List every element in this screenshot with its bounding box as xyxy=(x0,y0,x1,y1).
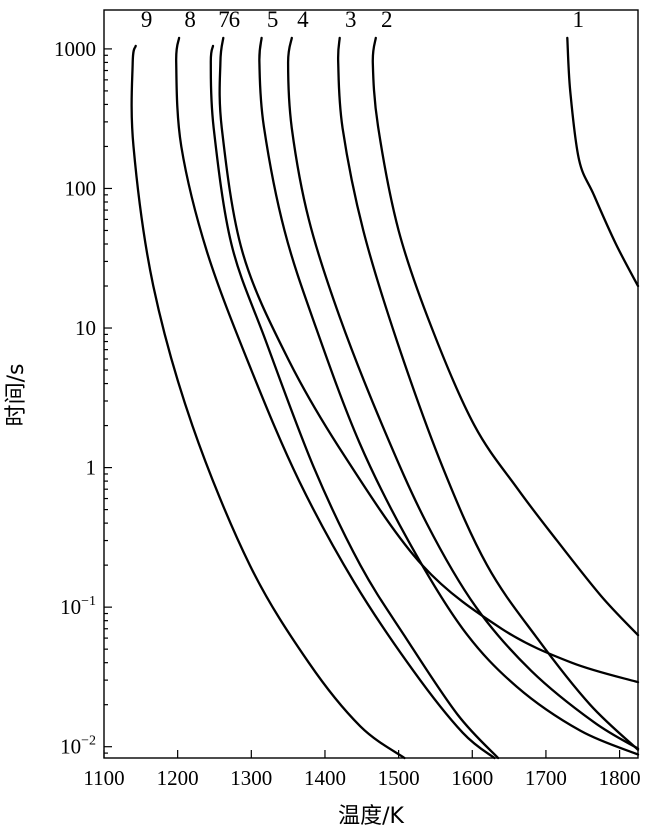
series-curve-2 xyxy=(371,36,640,637)
y-tick-label: 100 xyxy=(65,176,97,200)
series-label-5: 5 xyxy=(267,7,279,32)
y-tick-base: 10 xyxy=(75,316,96,340)
x-tick-label: 1600 xyxy=(451,766,493,790)
plot-frame xyxy=(103,9,639,759)
x-tick-label: 1700 xyxy=(525,766,567,790)
series-label-4: 4 xyxy=(297,7,309,32)
y-tick-base: 100 xyxy=(65,176,97,200)
y-axis-label: 时间/s xyxy=(4,364,29,427)
y-tick-base: 10 xyxy=(60,735,81,759)
series-curve-5 xyxy=(258,36,640,756)
x-tick-label: 1300 xyxy=(230,766,272,790)
x-tick-label: 1500 xyxy=(378,766,420,790)
x-tick-label: 1800 xyxy=(599,766,641,790)
series-label-9: 9 xyxy=(141,7,153,32)
series-label-8: 8 xyxy=(184,7,196,32)
y-tick-label: 1000 xyxy=(54,37,96,61)
series-label-2: 2 xyxy=(381,7,393,32)
y-tick-base: 1000 xyxy=(54,37,96,61)
series-curve-1 xyxy=(566,36,640,288)
series-label-7: 7 xyxy=(218,7,230,32)
x-axis-label: 温度/K xyxy=(338,804,404,829)
x-tick-label: 1100 xyxy=(83,766,124,790)
y-tick-base: 10 xyxy=(60,595,81,619)
y-tick-exponent: −2 xyxy=(81,734,96,749)
y-tick-label: 10−1 xyxy=(60,594,96,619)
series-curve-8 xyxy=(175,36,496,760)
x-tick-label: 1400 xyxy=(304,766,346,790)
series-label-3: 3 xyxy=(345,7,357,32)
series-labels: 1 23 45 678 9 xyxy=(141,7,584,32)
series-group xyxy=(130,36,640,760)
x-axis: 1100 1200 1300 1400 1500 1600 1700 1800 xyxy=(83,750,641,790)
y-tick-label: 1 xyxy=(86,456,97,480)
series-curve-6 xyxy=(218,36,640,684)
x-tick-label: 1200 xyxy=(157,766,199,790)
y-tick-label: 10 xyxy=(75,316,96,340)
y-tick-base: 1 xyxy=(86,456,97,480)
series-label-1: 1 xyxy=(573,7,585,32)
series-curve-7 xyxy=(209,44,500,760)
series-curve-3 xyxy=(336,36,640,751)
series-label-6: 6 xyxy=(229,7,241,32)
series-curve-4 xyxy=(286,36,640,750)
y-tick-label: 10−2 xyxy=(60,734,96,759)
series-curve-9 xyxy=(130,44,406,760)
y-tick-exponent: −1 xyxy=(81,594,96,609)
